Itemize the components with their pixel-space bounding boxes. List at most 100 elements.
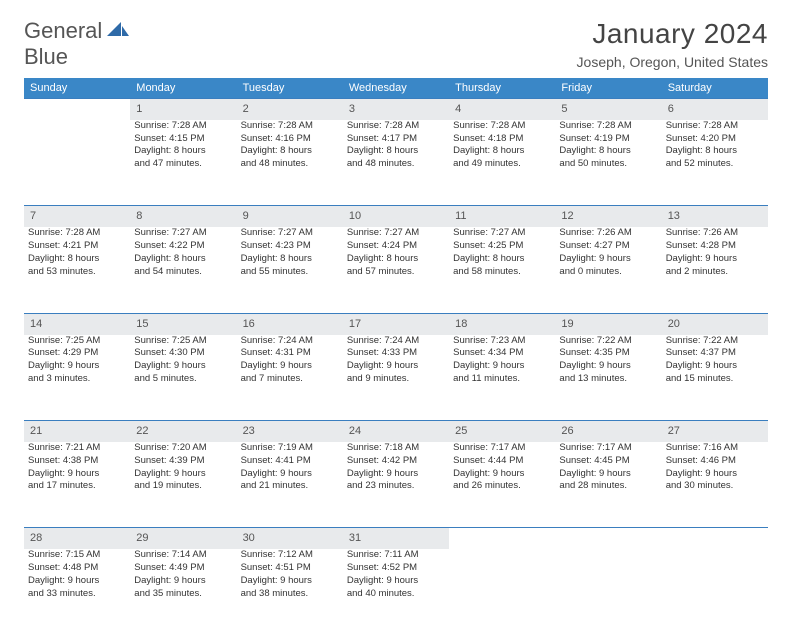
sunrise-text: Sunrise: 7:28 AM bbox=[347, 120, 445, 133]
sunset-text: Sunset: 4:22 PM bbox=[134, 240, 232, 253]
day-content-row: Sunrise: 7:28 AMSunset: 4:15 PMDaylight:… bbox=[24, 120, 768, 206]
day1-text: Daylight: 8 hours bbox=[241, 145, 339, 158]
day-number-row: 14151617181920 bbox=[24, 313, 768, 334]
logo: General Blue bbox=[24, 18, 129, 70]
day-number: 11 bbox=[449, 206, 555, 227]
sunset-text: Sunset: 4:38 PM bbox=[28, 455, 126, 468]
sunset-text: Sunset: 4:25 PM bbox=[453, 240, 551, 253]
day2-text: and 47 minutes. bbox=[134, 158, 232, 171]
day-number: 13 bbox=[662, 206, 768, 227]
sunset-text: Sunset: 4:30 PM bbox=[134, 347, 232, 360]
day1-text: Daylight: 9 hours bbox=[134, 468, 232, 481]
day2-text: and 17 minutes. bbox=[28, 480, 126, 493]
day-number: 29 bbox=[130, 528, 236, 549]
day2-text: and 19 minutes. bbox=[134, 480, 232, 493]
day-cell: Sunrise: 7:27 AMSunset: 4:25 PMDaylight:… bbox=[449, 227, 555, 313]
day1-text: Daylight: 8 hours bbox=[134, 253, 232, 266]
day-number bbox=[662, 528, 768, 549]
sunset-text: Sunset: 4:19 PM bbox=[559, 133, 657, 146]
day-number-row: 123456 bbox=[24, 99, 768, 120]
day2-text: and 13 minutes. bbox=[559, 373, 657, 386]
day2-text: and 48 minutes. bbox=[347, 158, 445, 171]
day2-text: and 54 minutes. bbox=[134, 266, 232, 279]
sunset-text: Sunset: 4:27 PM bbox=[559, 240, 657, 253]
logo-sail-icon bbox=[107, 25, 129, 42]
day1-text: Daylight: 8 hours bbox=[666, 145, 764, 158]
sunrise-text: Sunrise: 7:28 AM bbox=[134, 120, 232, 133]
weekday-header: Monday bbox=[130, 78, 236, 99]
sunrise-text: Sunrise: 7:23 AM bbox=[453, 335, 551, 348]
day-cell: Sunrise: 7:28 AMSunset: 4:17 PMDaylight:… bbox=[343, 120, 449, 206]
sunset-text: Sunset: 4:15 PM bbox=[134, 133, 232, 146]
sunset-text: Sunset: 4:17 PM bbox=[347, 133, 445, 146]
day-content-row: Sunrise: 7:28 AMSunset: 4:21 PMDaylight:… bbox=[24, 227, 768, 313]
day2-text: and 40 minutes. bbox=[347, 588, 445, 601]
day-cell: Sunrise: 7:28 AMSunset: 4:21 PMDaylight:… bbox=[24, 227, 130, 313]
day2-text: and 50 minutes. bbox=[559, 158, 657, 171]
month-title: January 2024 bbox=[577, 18, 768, 50]
day1-text: Daylight: 9 hours bbox=[666, 468, 764, 481]
day2-text: and 52 minutes. bbox=[666, 158, 764, 171]
day1-text: Daylight: 9 hours bbox=[28, 360, 126, 373]
sunrise-text: Sunrise: 7:28 AM bbox=[241, 120, 339, 133]
day2-text: and 28 minutes. bbox=[559, 480, 657, 493]
day-number-row: 28293031 bbox=[24, 528, 768, 549]
day1-text: Daylight: 9 hours bbox=[453, 360, 551, 373]
day-number: 6 bbox=[662, 99, 768, 120]
sunrise-text: Sunrise: 7:14 AM bbox=[134, 549, 232, 562]
day-cell: Sunrise: 7:25 AMSunset: 4:30 PMDaylight:… bbox=[130, 335, 236, 421]
day2-text: and 33 minutes. bbox=[28, 588, 126, 601]
day1-text: Daylight: 9 hours bbox=[666, 253, 764, 266]
day1-text: Daylight: 9 hours bbox=[559, 468, 657, 481]
day-cell: Sunrise: 7:27 AMSunset: 4:22 PMDaylight:… bbox=[130, 227, 236, 313]
day1-text: Daylight: 9 hours bbox=[134, 575, 232, 588]
day2-text: and 38 minutes. bbox=[241, 588, 339, 601]
sunset-text: Sunset: 4:45 PM bbox=[559, 455, 657, 468]
day2-text: and 23 minutes. bbox=[347, 480, 445, 493]
logo-word2: Blue bbox=[24, 44, 68, 69]
sunset-text: Sunset: 4:29 PM bbox=[28, 347, 126, 360]
day-cell: Sunrise: 7:14 AMSunset: 4:49 PMDaylight:… bbox=[130, 549, 236, 635]
logo-word1: General bbox=[24, 18, 102, 43]
sunrise-text: Sunrise: 7:24 AM bbox=[241, 335, 339, 348]
day-number: 21 bbox=[24, 421, 130, 442]
day-number: 5 bbox=[555, 99, 661, 120]
sunrise-text: Sunrise: 7:16 AM bbox=[666, 442, 764, 455]
day1-text: Daylight: 8 hours bbox=[453, 253, 551, 266]
day2-text: and 2 minutes. bbox=[666, 266, 764, 279]
title-block: January 2024 Joseph, Oregon, United Stat… bbox=[577, 18, 768, 70]
day-number: 19 bbox=[555, 313, 661, 334]
day2-text: and 30 minutes. bbox=[666, 480, 764, 493]
day-cell bbox=[449, 549, 555, 635]
sunrise-text: Sunrise: 7:22 AM bbox=[559, 335, 657, 348]
day-cell: Sunrise: 7:25 AMSunset: 4:29 PMDaylight:… bbox=[24, 335, 130, 421]
day-cell: Sunrise: 7:28 AMSunset: 4:20 PMDaylight:… bbox=[662, 120, 768, 206]
sunrise-text: Sunrise: 7:27 AM bbox=[347, 227, 445, 240]
day-number-row: 78910111213 bbox=[24, 206, 768, 227]
day1-text: Daylight: 9 hours bbox=[241, 468, 339, 481]
day-number-row: 21222324252627 bbox=[24, 421, 768, 442]
day-cell: Sunrise: 7:16 AMSunset: 4:46 PMDaylight:… bbox=[662, 442, 768, 528]
day-number: 23 bbox=[237, 421, 343, 442]
sunset-text: Sunset: 4:49 PM bbox=[134, 562, 232, 575]
day-number: 7 bbox=[24, 206, 130, 227]
day1-text: Daylight: 8 hours bbox=[347, 145, 445, 158]
day-number: 22 bbox=[130, 421, 236, 442]
day-number: 10 bbox=[343, 206, 449, 227]
day-number: 31 bbox=[343, 528, 449, 549]
sunrise-text: Sunrise: 7:21 AM bbox=[28, 442, 126, 455]
day1-text: Daylight: 9 hours bbox=[559, 360, 657, 373]
weekday-header: Friday bbox=[555, 78, 661, 99]
day-cell: Sunrise: 7:26 AMSunset: 4:27 PMDaylight:… bbox=[555, 227, 661, 313]
day-number: 9 bbox=[237, 206, 343, 227]
day-cell bbox=[24, 120, 130, 206]
sunrise-text: Sunrise: 7:24 AM bbox=[347, 335, 445, 348]
day-number: 8 bbox=[130, 206, 236, 227]
day-number: 16 bbox=[237, 313, 343, 334]
sunset-text: Sunset: 4:51 PM bbox=[241, 562, 339, 575]
day-number bbox=[449, 528, 555, 549]
day-content-row: Sunrise: 7:15 AMSunset: 4:48 PMDaylight:… bbox=[24, 549, 768, 635]
sunrise-text: Sunrise: 7:20 AM bbox=[134, 442, 232, 455]
weekday-header-row: Sunday Monday Tuesday Wednesday Thursday… bbox=[24, 78, 768, 99]
day-number: 20 bbox=[662, 313, 768, 334]
